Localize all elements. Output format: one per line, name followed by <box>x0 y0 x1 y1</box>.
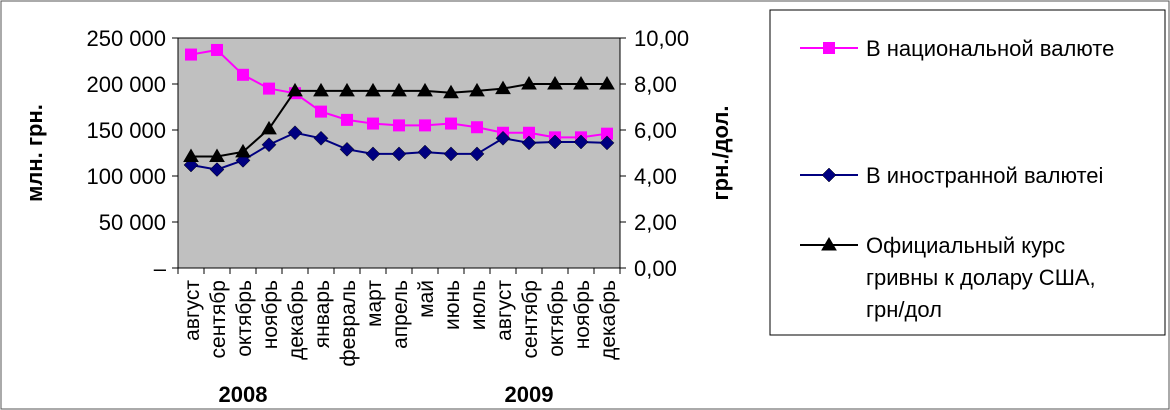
data-point <box>261 120 277 135</box>
data-point <box>417 144 433 160</box>
data-point <box>821 167 837 183</box>
data-point <box>521 135 537 151</box>
x-category-label: март <box>363 280 386 327</box>
data-point <box>365 146 381 162</box>
y2-tick-label: 4,00 <box>634 164 677 189</box>
data-point <box>469 146 485 162</box>
data-point <box>211 43 223 56</box>
legend-box <box>769 9 1166 336</box>
x-category-label: июль <box>467 280 490 330</box>
data-point <box>443 146 459 162</box>
legend-item: В иностранной валютеi <box>800 163 1103 188</box>
data-point <box>315 105 327 118</box>
data-point <box>573 76 589 90</box>
y2-axis-title: грн./дол. <box>708 105 733 200</box>
data-point <box>365 82 381 97</box>
data-point <box>821 237 837 251</box>
data-point <box>235 143 251 158</box>
series-diamond <box>183 125 615 177</box>
data-point <box>313 82 329 97</box>
legend-label: Официальный курс <box>866 233 1065 258</box>
data-point <box>287 125 303 141</box>
data-point <box>341 113 353 126</box>
data-point <box>443 84 459 99</box>
y-tick-label: 250 000 <box>86 26 166 51</box>
y2-tick-label: 10,00 <box>634 26 689 51</box>
x-category-label: июнь <box>441 280 464 330</box>
x-category-label: август <box>493 280 516 341</box>
legend-label: грн/дол <box>866 297 942 322</box>
data-point <box>599 76 615 90</box>
series-triangle <box>183 76 615 162</box>
legend-item: Официальный курс гривны к долару США, грн/… <box>800 233 1096 322</box>
data-point <box>183 148 199 162</box>
data-point <box>547 134 563 150</box>
y2-tick-label: 2,00 <box>634 210 677 235</box>
y-axis-title: млн. грн. <box>22 104 47 202</box>
data-point <box>495 130 511 146</box>
data-point <box>599 135 615 151</box>
legend-item: В национальной валюте <box>800 36 1114 61</box>
data-point <box>823 42 835 54</box>
x-category-label: декабрь <box>285 280 308 360</box>
data-point <box>391 82 407 97</box>
legend-label: гривны к долару США, <box>866 265 1096 290</box>
data-point <box>521 76 537 90</box>
data-point <box>263 82 275 95</box>
data-point <box>469 82 485 97</box>
data-point <box>261 137 277 153</box>
x-category-label: август <box>181 280 204 341</box>
data-point <box>547 76 563 90</box>
data-point <box>445 117 457 130</box>
data-point <box>209 162 225 177</box>
y-tick-label: – <box>154 256 167 281</box>
data-point <box>313 130 329 146</box>
data-point <box>209 148 225 162</box>
data-point <box>393 119 405 132</box>
data-point <box>419 119 431 132</box>
y-tick-label: 50 000 <box>99 210 166 235</box>
y-tick-label: 100 000 <box>86 164 166 189</box>
year-label: 2008 <box>219 382 268 407</box>
x-category-label: май <box>415 280 438 318</box>
legend: В национальной валюте В иностранной валют… <box>769 9 1166 336</box>
legend-label: В национальной валюте <box>866 36 1114 61</box>
year-label: 2009 <box>505 382 554 407</box>
x-category-label: сентябр <box>207 280 230 358</box>
legend-label: В иностранной валютеi <box>866 163 1103 188</box>
data-point <box>495 80 511 95</box>
data-point <box>391 146 407 162</box>
y2-tick-label: 0,00 <box>634 256 677 281</box>
x-category-label: апрель <box>389 280 412 349</box>
data-point <box>185 48 197 61</box>
data-point <box>287 82 303 97</box>
y2-tick-label: 8,00 <box>634 72 677 97</box>
data-point <box>573 134 589 150</box>
x-category-label: февраль <box>337 280 360 367</box>
y-tick-label: 200 000 <box>86 72 166 97</box>
data-point <box>471 121 483 134</box>
x-category-label: ноябрь <box>571 280 594 349</box>
data-point <box>367 117 379 130</box>
data-point <box>237 68 249 81</box>
data-point <box>339 141 355 157</box>
x-category-label: ноябрь <box>259 280 282 349</box>
x-category-label: декабрь <box>597 280 620 360</box>
x-category-label: январь <box>311 280 334 348</box>
y-tick-label: 150 000 <box>86 118 166 143</box>
x-category-label: октябрь <box>545 280 568 357</box>
x-category-label: октябрь <box>233 280 256 357</box>
data-point <box>339 82 355 97</box>
x-category-label: сентябр <box>519 280 542 358</box>
data-point <box>417 82 433 97</box>
y2-tick-label: 6,00 <box>634 118 677 143</box>
